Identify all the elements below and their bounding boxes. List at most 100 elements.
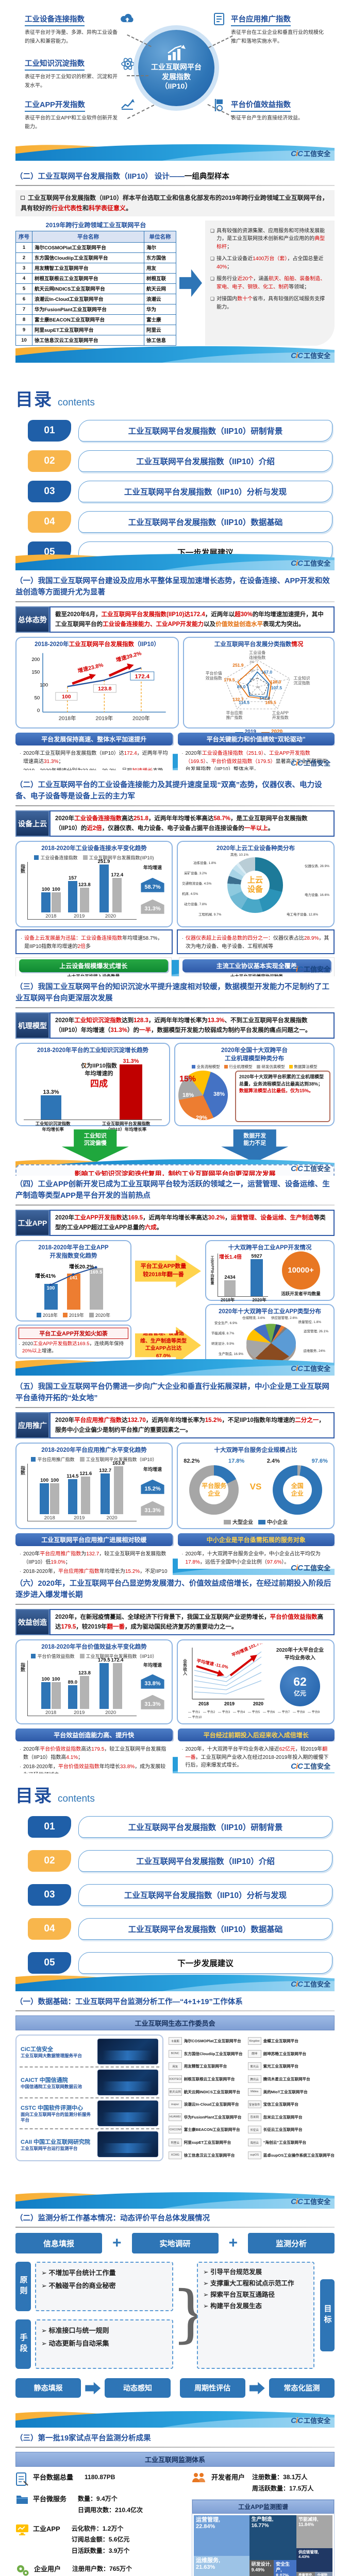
- toc-item-2[interactable]: 02 工业互联网平台发展指数（IIP10）介绍: [28, 450, 332, 472]
- bar: [50, 1483, 60, 1514]
- slice-label: 电工电子设备, 12.8%: [286, 912, 318, 917]
- committee-header: 工业互联网生态工作委员会: [15, 2015, 335, 2031]
- slice-label: 工程机械, 9.7%: [198, 912, 222, 917]
- developer-circle: 10000+: [281, 1251, 320, 1290]
- slide-promotion: （五）我国工业互联网平台仍需进一步向广大企业和垂直行业拓展深耕，中小企业是工业互…: [15, 1381, 335, 1575]
- flow-arrow: [249, 2382, 265, 2395]
- down-arrow-blue: 数据开发 能力不足: [221, 1129, 289, 1163]
- vs-label: VS: [249, 1481, 262, 1492]
- bar-2018: [44, 1284, 58, 1310]
- hub-item-title: 工业设备连接指数: [25, 13, 85, 26]
- toc-item-5[interactable]: 05 下一步发展建议: [28, 1952, 332, 1974]
- tag-label: 总体态势: [15, 606, 49, 633]
- svg-text:0: 0: [37, 708, 40, 714]
- slide-results: （三）第一批19家试点平台监测分析成果 工业互联网监测体系 平台数据总量 118…: [15, 2433, 335, 2576]
- legend-swatch: [34, 855, 39, 860]
- flow-box: 周期性评估: [179, 2378, 245, 2398]
- dashboard-screenshot: [97, 2100, 158, 2127]
- hub-item-desc: 表征平台对于海量、多源、异构工业设备的接入和兼容能力。: [25, 30, 118, 44]
- revenue-chart: 业务收入 平均增速-11.0% 平均增速101.7% 2018 2019 202…: [177, 1639, 335, 1725]
- svg-text:114.5: 114.5: [239, 700, 249, 705]
- platform-row: 腾讯云 腾讯木星云工业互联网平台: [247, 2073, 335, 2086]
- summary-text: 2020年工业APP开发指数达169.5，近两年年均增长率高达30.2%，运营管…: [49, 1209, 335, 1236]
- intro-text: 工业互联网平台发展指数（IIP10）样本平台选取工业和信息化部发布的2019年跨…: [21, 194, 328, 212]
- stat-enterprise-users: 企业用户 注册用户数：765万个服务企业数：306.7万个付费企业数：285.3…: [15, 2564, 186, 2576]
- bar-2018-gray: [51, 892, 61, 912]
- svg-text:107.5: 107.5: [271, 685, 282, 690]
- knowledge-growth-chart: 2018-2020年平台的工业知识沉淀增长趋势 13.3% 31.3% 仅为II…: [15, 1043, 170, 1132]
- finding-left: 平台发展保持高速、整体水平加速提升 · 2020年工业互联网平台发展指数（IIP1…: [15, 733, 173, 770]
- svg-text:200: 200: [31, 657, 40, 663]
- intro-box: 工业互联网平台发展指数（IIP10）样本平台选取工业和信息化部发布的2019年跨…: [15, 190, 335, 216]
- flow-box: 动态感知: [105, 2378, 171, 2398]
- pie3d-chart: [246, 1324, 296, 1363]
- platform-logo: 卡奥斯: [168, 2037, 182, 2045]
- growth-badge-blue: 58.7%: [141, 877, 164, 892]
- connector-line: [208, 35, 233, 48]
- toc-heading: 目录 contents: [15, 385, 335, 411]
- bar-2019: [66, 1274, 80, 1310]
- table-row: 8 富士康BEACON工业互联网平台 富士康: [15, 314, 176, 325]
- toc-item-3[interactable]: 03 工业互联网平台发展指数（IIP10）分析与发现: [28, 1884, 332, 1906]
- value-bar-chart: 2018-2020年平台价值效益水平变化趋势 平台价值效益指数 工业互联网平台发…: [15, 1639, 173, 1725]
- platform-row: 忽米网 忽米云工业互联网平台: [247, 2111, 335, 2124]
- revenue-circle: 62 亿元: [280, 1666, 320, 1707]
- platform-row: 长征云 长征云工业互联网平台: [247, 2124, 335, 2137]
- section-title: （四）工业APP创新开发已成为工业互联网平台较为活跃的领域之一，运营管理、设备运…: [15, 1180, 330, 1200]
- cic-logo: CiC 工信安全: [291, 2416, 330, 2425]
- finding-boxes: 平台效益创造能力高、提升快 · 2020年平台价值效益指数高达179.5，较工业互…: [15, 1728, 335, 1773]
- monitor-icon: [16, 2524, 28, 2535]
- app-count-chart: 十大双跨平台工业APP开发情况 工业APP平均数量 增长1.4倍 2434 59…: [205, 1240, 335, 1302]
- finding-header: 中小企业是平台亟需拓展的服务对象: [177, 1533, 335, 1547]
- line-chart-svg: 200 150 100 50 0 增速23.8% 增速39.2% 100 123…: [31, 650, 166, 721]
- app-note-box: 平台工业APP开发如火如荼 · 2020工业APP开发指数达169.5，连续两年保…: [15, 1325, 131, 1359]
- hub-item-app: 工业APP开发指数 表征平台的工业APP和工业软件创新开发能力。: [25, 99, 135, 131]
- bar-2020-gray: [112, 878, 122, 912]
- slide-toc-2: 目录 contents 01 工业互联网平台发展指数（IIP10）研制背景 02 工业…: [15, 1778, 335, 1991]
- platform-row: XCMG 徐工信息汉云工业互联网平台: [168, 2149, 243, 2162]
- section-title: （三）我国工业互联网平台的知识沉淀水平提升速度相对较缓，数据模型开发能力不足制约…: [15, 983, 329, 1003]
- table-row: 3 用友精智工业互联网平台 用友: [15, 262, 176, 274]
- table-row: 7 华为FusionPlant工业互联网平台 华为: [15, 303, 176, 315]
- toc-item-5[interactable]: 05 下一步发展建议: [28, 541, 332, 563]
- charts-row: 2018-2020年工业互联网平台发展指数（IIP10） 200 150 100…: [15, 637, 335, 735]
- charts-row: 2018-2020年平台价值效益水平变化趋势 平台价值效益指数 工业互联网平台发…: [15, 1639, 335, 1725]
- platform-row: HUAWEI 华为FusionPlant工业互联网平台: [168, 2111, 243, 2124]
- toc-item-1[interactable]: 01 工业互联网平台发展指数（IIP10）研制背景: [28, 1816, 332, 1838]
- y-axis-label: 工业APP平均数量: [210, 1255, 214, 1285]
- connector-line: [127, 34, 152, 47]
- results-content: 平台数据总量 1180.87PB 平台微服务 数量：9.4万个 日调用次数：210…: [15, 2472, 335, 2576]
- hub-item-desc: 表征平台对于工业知识的积累、沉淀和开发水平。: [25, 74, 118, 89]
- folder-icon: [16, 2496, 28, 2504]
- highlight-bullet: ❑ 服务行业近20个，涵盖航天、船舶、装备制造、家电、电子、钢铁、化工、制药等领域…: [210, 275, 329, 291]
- monitor-system-header: 工业互联网监测体系: [15, 2452, 335, 2467]
- ecosystem-content: CiC工信安全 工业互联网大数据管理服务平台 CAICT 中国信通院 中国信通院工业…: [15, 2035, 335, 2162]
- toc-label: 工业互联网平台发展指数（IIP10）数据基础: [78, 511, 332, 533]
- svg-text:推广指数: 推广指数: [226, 715, 242, 720]
- cic-logo: CiC 工信安全: [291, 759, 330, 768]
- developer-and-treemap: 开发者用户 注册数量：38.1万人 周活跃数量：17.5万人 工业APP监测图谱 …: [192, 2472, 335, 2576]
- toc-item-2[interactable]: 02 工业互联网平台发展指数（IIP10）介绍: [28, 1850, 332, 1872]
- square-bullet-icon: [21, 196, 25, 200]
- toc-item-4[interactable]: 04 工业互联网平台发展指数（IIP10）数据基础: [28, 511, 332, 533]
- dashboard-screenshot: [97, 2070, 158, 2096]
- toc-item-4[interactable]: 04 工业互联网平台发展指数（IIP10）数据基础: [28, 1918, 332, 1940]
- svg-text:100: 100: [249, 678, 255, 681]
- donut-national-enterprises: 全国 企业: [272, 1465, 322, 1515]
- y-axis-label: 指数: [20, 863, 25, 873]
- platform-row: BONC 东方国信Cloudiip工业互联网平台: [168, 2047, 243, 2060]
- device-type-donut: 2020年上云工业设备种类分布 上云 设备 仪器仪表, 28.9% 电力设备, 1…: [177, 841, 335, 928]
- toc-label: 工业互联网平台发展指数（IIP10）介绍: [78, 450, 332, 472]
- legend-swatch: [82, 855, 88, 860]
- bar: [79, 1676, 89, 1709]
- toc-item-3[interactable]: 03 工业互联网平台发展指数（IIP10）分析与发现: [28, 481, 332, 502]
- svg-text:工业知识: 工业知识: [293, 675, 310, 681]
- cic-logo: CiC 工信安全: [291, 559, 330, 568]
- share-label: 82.2%: [184, 1458, 200, 1464]
- toc-item-1[interactable]: 01 工业互联网平台发展指数（IIP10）研制背景: [28, 420, 332, 442]
- platform-list-2: Kingdee 金蝶工业互联网平台 朗坤 朗坤苏畅工业互联网平台 紫光云 紫光工业互联…: [247, 2035, 335, 2161]
- gap-annotation: 仅为IIP10指数 年均增速的 四成: [81, 1062, 117, 1089]
- platform-row: 海创云 “海创云”工业互联网平台: [247, 2136, 335, 2149]
- slice-label: 安全生产, 6.9%: [214, 1321, 238, 1325]
- bar-chart-icon: [168, 44, 186, 60]
